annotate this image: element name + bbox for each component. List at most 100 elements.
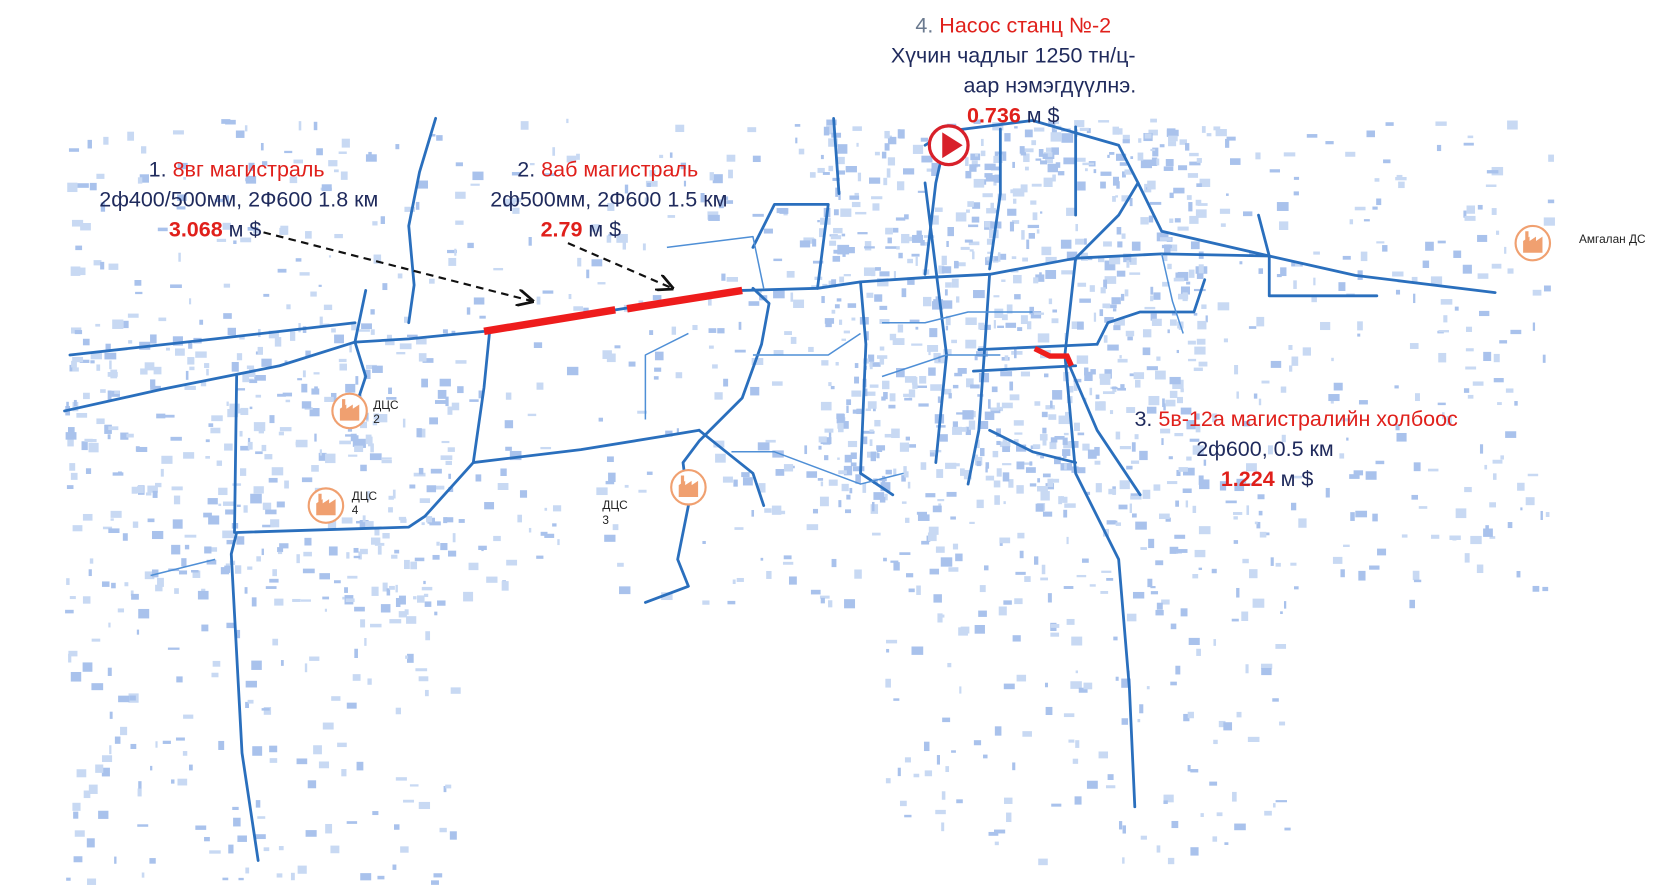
pipe [751, 203, 830, 290]
building [1062, 496, 1068, 503]
building [1066, 618, 1075, 625]
building [953, 261, 959, 269]
building [150, 765, 153, 771]
building [976, 351, 988, 357]
building [676, 428, 679, 434]
building [945, 315, 951, 326]
building [1234, 364, 1239, 375]
building [612, 524, 619, 531]
building [990, 166, 1000, 171]
building [1129, 257, 1137, 265]
building [960, 468, 965, 476]
building [176, 676, 183, 683]
building [1169, 376, 1181, 385]
building [893, 468, 897, 476]
building [1162, 398, 1165, 408]
building [1242, 421, 1251, 427]
building [1063, 432, 1069, 436]
building [841, 338, 846, 341]
building [1106, 577, 1114, 581]
building [1446, 415, 1452, 426]
building [732, 579, 736, 584]
building [178, 252, 181, 262]
building [1050, 632, 1060, 637]
building [879, 271, 890, 277]
building [278, 846, 284, 851]
building [773, 289, 785, 299]
building [1169, 546, 1179, 554]
building [1527, 473, 1539, 477]
building [883, 177, 888, 186]
building [1243, 211, 1253, 217]
building [1150, 295, 1154, 302]
building [1135, 521, 1147, 530]
building [1196, 183, 1202, 187]
building [1102, 303, 1111, 309]
building [983, 754, 988, 759]
building [101, 581, 110, 587]
building [1100, 590, 1109, 594]
building [1089, 285, 1095, 292]
building [252, 746, 263, 756]
building [399, 343, 412, 350]
building [1170, 623, 1177, 630]
building [540, 531, 548, 536]
building [405, 655, 409, 659]
building [974, 153, 979, 157]
building [1082, 443, 1090, 451]
building [1017, 532, 1025, 539]
building [1062, 437, 1068, 445]
building [1192, 573, 1199, 579]
building [1346, 437, 1349, 441]
building [398, 611, 407, 618]
building [1165, 517, 1171, 522]
building [997, 325, 1005, 328]
building [139, 174, 149, 183]
building [933, 594, 942, 603]
building [1153, 484, 1161, 491]
building [675, 372, 683, 379]
building [950, 516, 956, 520]
building [923, 296, 932, 307]
building [1006, 304, 1013, 314]
building [773, 350, 784, 355]
building [510, 197, 522, 203]
building [226, 622, 236, 629]
building [1031, 140, 1037, 146]
building [134, 280, 142, 286]
building [552, 147, 556, 156]
building [828, 600, 833, 608]
pipe [988, 428, 1078, 464]
building [974, 355, 978, 361]
building [172, 130, 184, 135]
building [608, 472, 616, 483]
building [969, 249, 974, 252]
building [344, 587, 348, 593]
building [1022, 257, 1028, 262]
building [864, 331, 869, 341]
building [1333, 382, 1343, 391]
building [248, 162, 255, 171]
building [364, 637, 367, 646]
building [812, 508, 819, 514]
building [65, 609, 74, 614]
building [723, 378, 729, 387]
building [836, 170, 846, 175]
building [1016, 444, 1022, 451]
project-spec: 2ф600, 0.5 км [1196, 437, 1334, 461]
building [448, 550, 457, 557]
building [935, 809, 946, 815]
building [1003, 600, 1012, 605]
building [445, 396, 449, 407]
building [136, 446, 148, 453]
building [473, 297, 485, 305]
building [305, 830, 317, 837]
building [103, 136, 109, 145]
building [356, 520, 361, 524]
building [809, 172, 816, 178]
building [185, 370, 189, 380]
building [372, 811, 379, 816]
building [1298, 518, 1307, 528]
building [649, 170, 656, 177]
